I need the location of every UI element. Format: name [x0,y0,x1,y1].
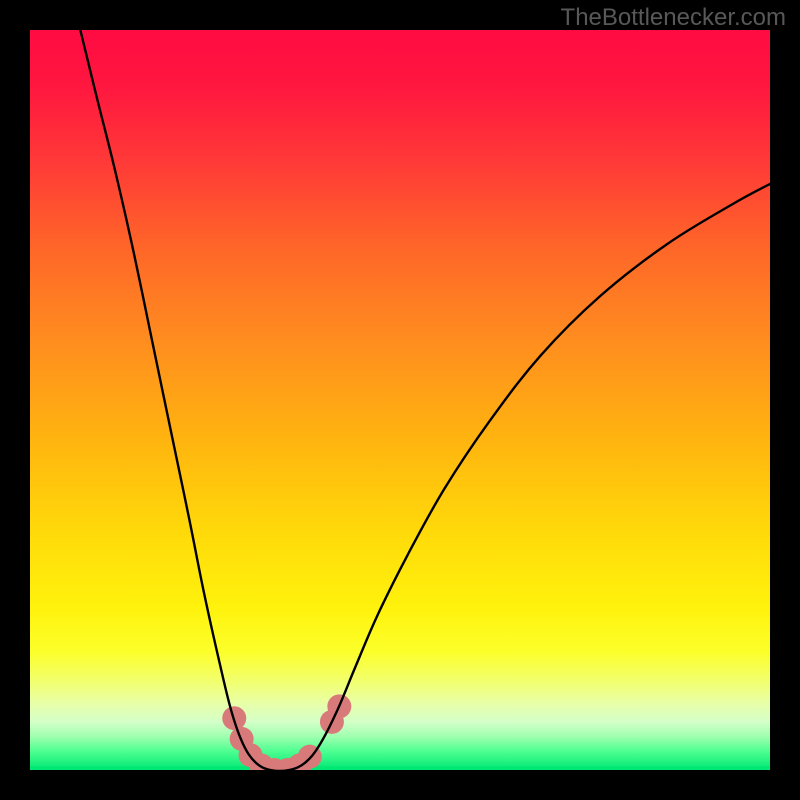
plot-bottom-strip [30,766,770,770]
chart-container: TheBottlenecker.com [0,0,800,800]
gradient-background [30,30,770,770]
watermark-text: TheBottlenecker.com [561,4,786,32]
chart-svg [0,0,800,800]
plot-area [30,30,770,782]
